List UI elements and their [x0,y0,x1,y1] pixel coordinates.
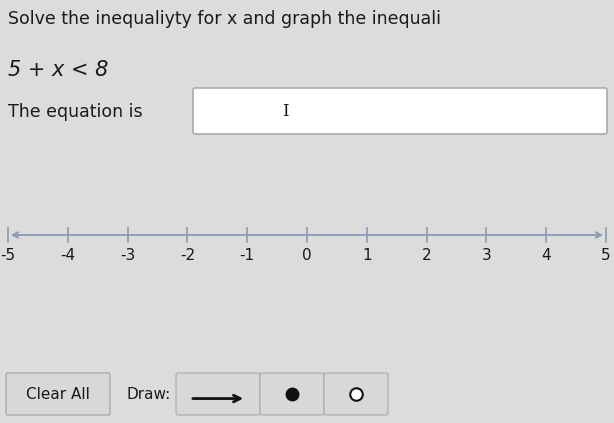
FancyBboxPatch shape [193,88,607,134]
Text: -4: -4 [60,248,76,263]
Text: I: I [282,102,289,120]
FancyBboxPatch shape [324,373,388,415]
Text: Solve the inequaliyty for x and graph the inequali: Solve the inequaliyty for x and graph th… [8,10,441,28]
Text: 4: 4 [542,248,551,263]
Text: 5: 5 [601,248,611,263]
Text: -5: -5 [1,248,15,263]
Text: 2: 2 [422,248,432,263]
Text: Draw:: Draw: [126,387,170,401]
Text: -3: -3 [120,248,135,263]
Text: 5 + x < 8: 5 + x < 8 [8,60,109,80]
Text: The equation is: The equation is [8,103,142,121]
FancyBboxPatch shape [260,373,324,415]
Text: -2: -2 [180,248,195,263]
Text: 3: 3 [481,248,491,263]
Text: -1: -1 [239,248,255,263]
Text: Clear All: Clear All [26,387,90,401]
Text: 0: 0 [302,248,312,263]
FancyBboxPatch shape [176,373,260,415]
Text: 1: 1 [362,248,371,263]
FancyBboxPatch shape [6,373,110,415]
